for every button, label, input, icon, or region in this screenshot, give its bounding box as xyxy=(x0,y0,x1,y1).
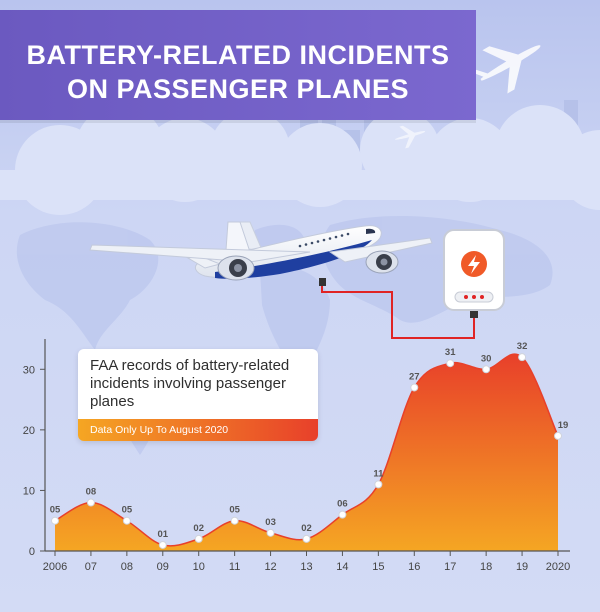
airplane-icon xyxy=(472,45,541,94)
data-point xyxy=(374,480,383,489)
x-tick-label: 09 xyxy=(157,561,169,573)
data-point xyxy=(302,534,311,543)
x-tick-label: 14 xyxy=(336,561,348,573)
x-tick-label: 12 xyxy=(264,561,276,573)
x-tick-label: 07 xyxy=(85,561,97,573)
data-point xyxy=(518,353,527,362)
chart-callout: FAA records of battery-related incidents… xyxy=(78,349,318,441)
cable-plug xyxy=(470,310,478,318)
power-bank-icon xyxy=(443,229,505,311)
callout-text: FAA records of battery-related incidents… xyxy=(78,349,318,419)
page-title: BATTERY-RELATED INCIDENTS ON PASSENGER P… xyxy=(0,38,476,106)
cable-plug xyxy=(319,278,326,286)
data-label: 06 xyxy=(337,499,348,510)
data-label: 31 xyxy=(445,347,456,358)
x-tick-label: 15 xyxy=(372,561,384,573)
chart-area-line xyxy=(54,353,559,547)
x-tick-label: 11 xyxy=(229,561,240,573)
data-point xyxy=(194,534,203,543)
data-point xyxy=(482,365,491,374)
data-point xyxy=(446,359,455,368)
data-point xyxy=(554,431,562,440)
chart-area-fill xyxy=(55,354,558,551)
airplane-icon xyxy=(89,221,433,281)
data-point xyxy=(266,528,275,537)
title-line-2: ON PASSENGER PLANES xyxy=(66,74,410,104)
data-point xyxy=(86,498,95,507)
x-tick-label: 13 xyxy=(300,561,312,573)
y-tick-label: 0 xyxy=(29,546,35,558)
data-point xyxy=(410,383,419,392)
data-label: 08 xyxy=(86,487,97,498)
airplane-icon xyxy=(395,125,426,149)
data-point xyxy=(122,516,131,525)
x-tick-label: 16 xyxy=(408,561,420,573)
data-label: 05 xyxy=(122,505,133,516)
data-point xyxy=(338,510,347,519)
y-tick-label: 10 xyxy=(23,485,35,497)
data-label: 02 xyxy=(301,523,312,534)
chart-points-layer xyxy=(51,353,562,549)
data-point xyxy=(158,540,167,549)
charging-cable xyxy=(321,282,475,339)
x-tick-label: 2006 xyxy=(43,561,67,573)
y-tick-label: 30 xyxy=(23,364,35,376)
header-banner: BATTERY-RELATED INCIDENTS ON PASSENGER P… xyxy=(0,10,476,120)
cloud-icon xyxy=(0,105,600,215)
data-label: 30 xyxy=(481,353,492,364)
data-point xyxy=(230,516,239,525)
chart-area-layer xyxy=(54,353,559,551)
data-label: 19 xyxy=(558,420,569,431)
y-tick-label: 20 xyxy=(23,425,35,437)
x-tick-label: 2020 xyxy=(546,561,570,573)
chart-labels-layer: 05 08 05 01 02 05 03 02 06 11 27 31 30 32 19 xyxy=(50,341,569,540)
data-label: 05 xyxy=(50,505,61,516)
data-label: 11 xyxy=(373,468,384,479)
x-tick-label: 19 xyxy=(516,561,528,573)
title-line-1: BATTERY-RELATED INCIDENTS xyxy=(26,40,450,70)
data-point xyxy=(51,516,59,525)
x-tick-label: 18 xyxy=(480,561,492,573)
x-tick-label: 10 xyxy=(193,561,205,573)
data-label: 27 xyxy=(409,371,420,382)
x-tick-label: 08 xyxy=(121,561,133,573)
data-label: 03 xyxy=(265,517,276,528)
data-label: 01 xyxy=(157,529,168,540)
x-tick-label: 17 xyxy=(444,561,456,573)
data-label: 05 xyxy=(229,505,240,516)
callout-note: Data Only Up To August 2020 xyxy=(78,419,318,441)
data-label: 32 xyxy=(517,341,528,352)
data-label: 02 xyxy=(193,523,204,534)
